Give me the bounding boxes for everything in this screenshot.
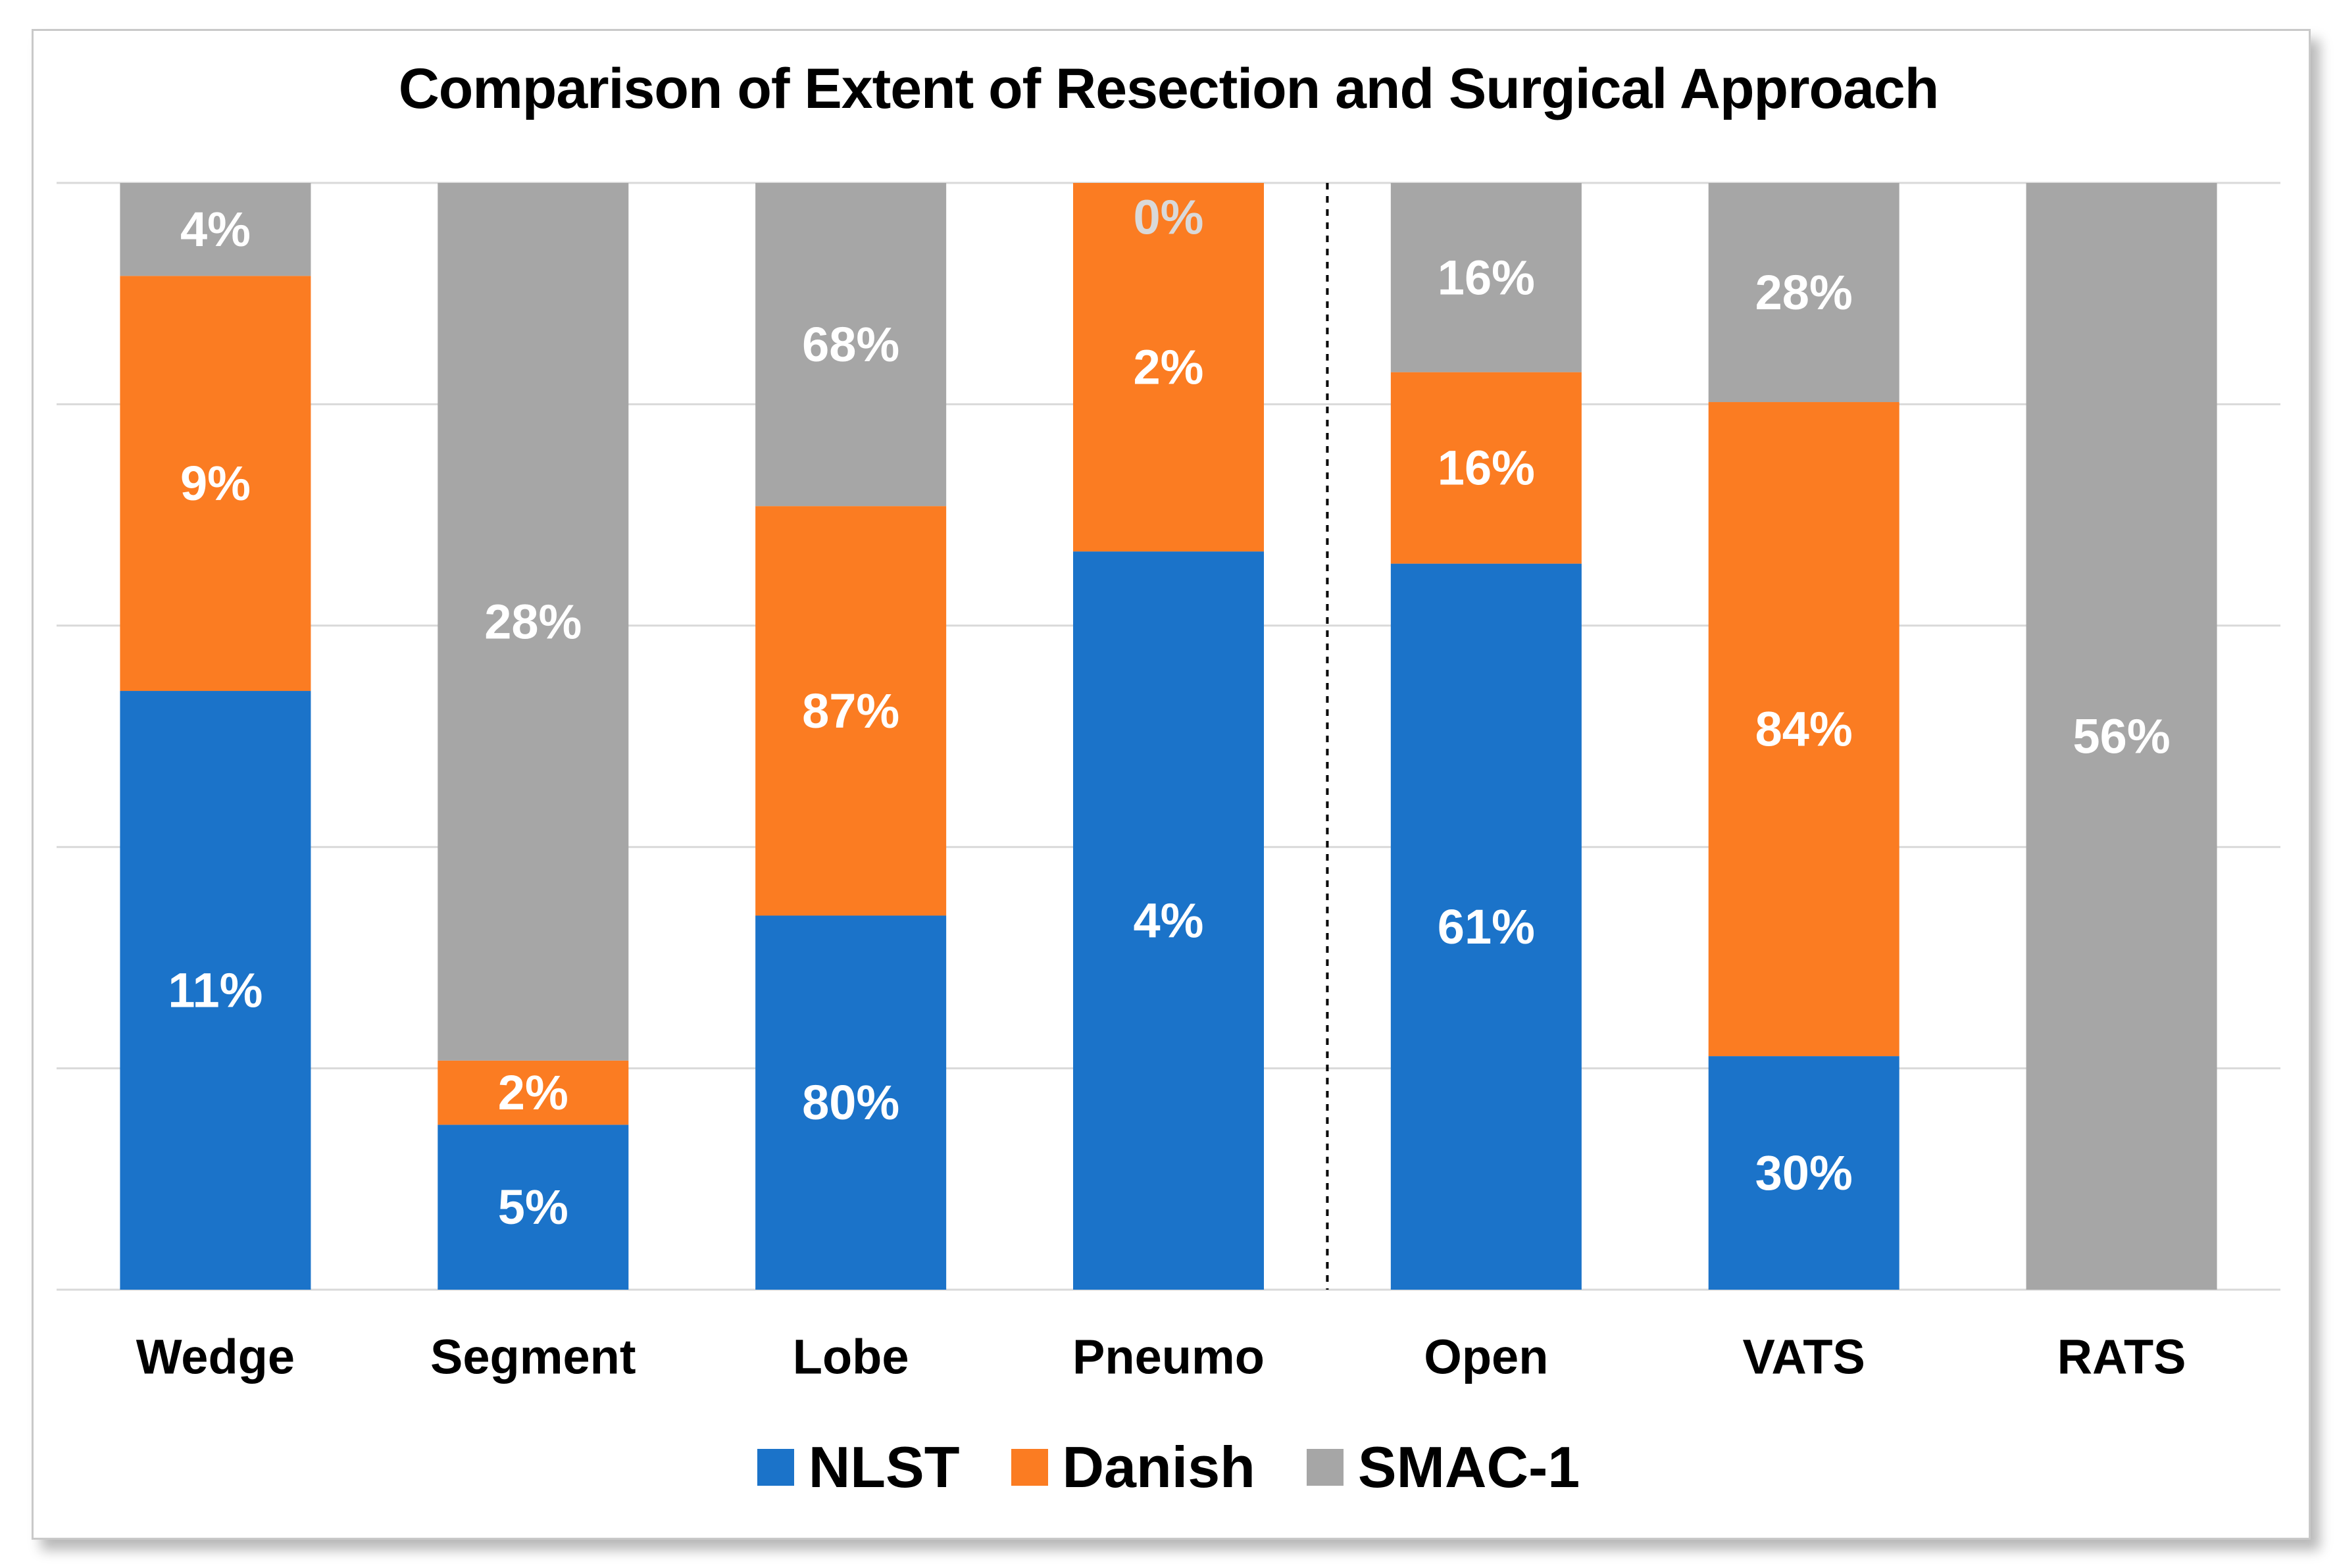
legend-item-danish[interactable]: Danish — [1011, 1434, 1255, 1501]
bar-segment-danish[interactable] — [438, 1060, 629, 1125]
bar-segment-smac-1[interactable] — [438, 183, 629, 1061]
x-tick-label-lobe: Lobe — [793, 1330, 909, 1384]
data-label-segment-danish: 2% — [498, 1065, 568, 1120]
x-tick-label-segment: Segment — [430, 1330, 636, 1384]
x-tick-label-vats: VATS — [1743, 1330, 1865, 1384]
data-label-pneumo-danish: 2% — [1134, 340, 1204, 395]
chart-title: Comparison of Extent of Resection and Su… — [398, 57, 1940, 120]
data-label-vats-danish: 84% — [1755, 702, 1853, 757]
data-label-vats-smac-1: 28% — [1755, 265, 1853, 320]
bar-pneumo-danish[interactable] — [1073, 183, 1264, 552]
bar-lobe-smac-1[interactable] — [755, 183, 947, 507]
bar-open-danish[interactable] — [1390, 372, 1582, 564]
data-label-lobe-smac-1: 68% — [802, 317, 899, 372]
bar-pneumo-nlst[interactable] — [1073, 551, 1264, 1290]
legend-label-smac1: SMAC-1 — [1357, 1434, 1580, 1500]
bar-open-smac-1[interactable] — [1390, 183, 1582, 372]
data-label-open-nlst: 61% — [1438, 899, 1535, 954]
bar-lobe-danish[interactable] — [755, 506, 947, 916]
bar-open-nlst[interactable] — [1390, 563, 1582, 1290]
legend: NLST Danish SMAC-1 — [0, 1431, 2337, 1504]
legend-item-smac1[interactable]: SMAC-1 — [1306, 1434, 1580, 1501]
data-label-wedge-danish: 9% — [180, 456, 251, 511]
data-label-open-danish: 16% — [1438, 441, 1535, 495]
data-label-segment-nlst: 5% — [498, 1180, 568, 1234]
data-label-segment-smac-1: 28% — [484, 594, 582, 649]
data-label-pneumo-nlst: 4% — [1134, 894, 1204, 948]
x-tick-label-wedge: Wedge — [136, 1330, 295, 1384]
data-label-rats-smac-1: 56% — [2073, 709, 2171, 764]
legend-swatch-smac1 — [1306, 1449, 1344, 1486]
x-tick-label-open: Open — [1424, 1330, 1548, 1384]
bar-wedge-danish[interactable] — [120, 276, 311, 692]
data-label-pneumo-smac-1: 0% — [1134, 190, 1204, 245]
data-label-lobe-nlst: 80% — [802, 1075, 899, 1130]
bar-rats-smac-1[interactable] — [2026, 183, 2217, 1290]
legend-label-nlst: NLST — [808, 1434, 960, 1500]
data-label-open-smac-1: 16% — [1438, 250, 1535, 305]
bar-segment-nlst[interactable] — [438, 1125, 629, 1290]
bar-wedge-nlst[interactable] — [120, 691, 311, 1290]
x-tick-label-rats: RATS — [2057, 1330, 2186, 1384]
data-label-wedge-smac-1: 4% — [180, 202, 251, 257]
bar-vats-nlst[interactable] — [1708, 1056, 1899, 1290]
data-label-wedge-nlst: 11% — [168, 963, 263, 1018]
bar-vats-smac-1[interactable] — [1708, 183, 1899, 403]
legend-item-nlst[interactable]: NLST — [757, 1434, 960, 1501]
bar-vats-danish[interactable] — [1708, 402, 1899, 1057]
bar-wedge-smac-1[interactable] — [120, 183, 311, 276]
legend-swatch-nlst — [757, 1449, 794, 1486]
bar-lobe-nlst[interactable] — [755, 915, 947, 1290]
x-tick-label-pneumo: Pneumo — [1072, 1330, 1265, 1384]
data-label-vats-nlst: 30% — [1755, 1146, 1853, 1200]
data-label-lobe-danish: 87% — [802, 684, 899, 738]
legend-label-danish: Danish — [1062, 1434, 1255, 1500]
legend-swatch-danish — [1011, 1449, 1048, 1486]
